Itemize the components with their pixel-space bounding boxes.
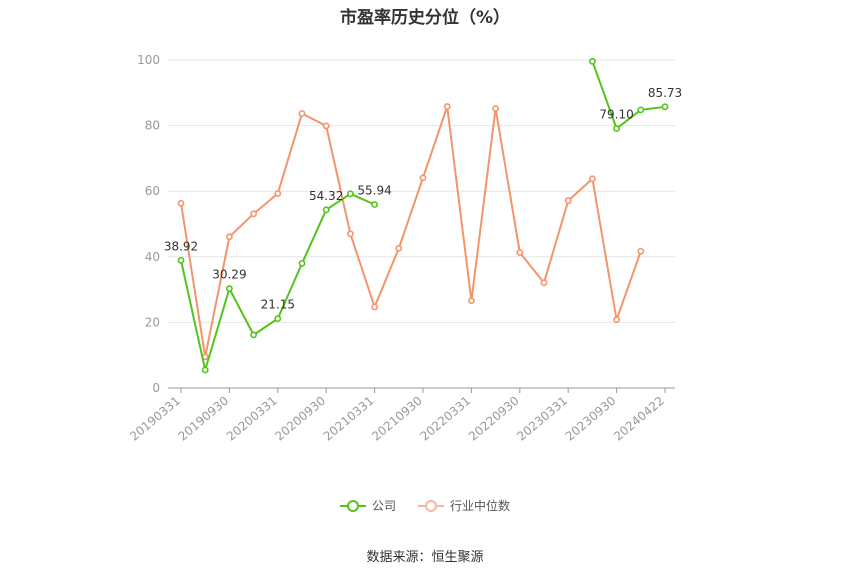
data-source: 数据来源：恒生聚源 [366, 550, 484, 565]
data-point [589, 175, 596, 183]
data-point [177, 256, 185, 264]
data-point [637, 247, 645, 255]
y-axis: 0 20 40 60 80 100 [137, 53, 160, 395]
x-tick-label: 20200930 [272, 394, 328, 444]
x-tick-label: 20230930 [563, 394, 619, 444]
data-point [492, 105, 499, 112]
series-line [591, 60, 666, 130]
data-point [201, 366, 209, 374]
x-tick-label: 20220930 [466, 394, 522, 444]
x-axis: 2019033120190930202003312020093020210331… [127, 387, 675, 444]
data-point [661, 103, 669, 111]
data-point [225, 285, 233, 293]
x-tick-label: 20230331 [514, 394, 570, 444]
chart-title: 市盈率历史分位（%） [339, 8, 511, 28]
y-tick-label: 80 [145, 119, 160, 133]
series-line [180, 192, 376, 371]
x-tick-label: 20190930 [176, 394, 232, 444]
data-point [274, 190, 282, 197]
data-point [371, 201, 378, 208]
data-label: 38.92 [164, 239, 198, 253]
legend-label-company: 公司 [371, 499, 396, 513]
data-label: 79.10 [599, 108, 633, 122]
data-point [589, 57, 596, 65]
series-layer [177, 57, 669, 374]
data-label: 54.32 [309, 189, 343, 203]
x-tick-label: 20190331 [127, 394, 183, 444]
x-tick-label: 20220331 [418, 394, 474, 444]
series-industry-median [177, 103, 645, 361]
data-point [467, 297, 475, 305]
data-point [225, 233, 233, 241]
y-tick-label: 0 [152, 381, 160, 395]
data-point [516, 249, 524, 256]
data-labels: 38.92 30.29 21.15 54.32 55.94 79.10 85.73 [164, 86, 682, 312]
data-label: 21.15 [261, 298, 295, 312]
data-point [371, 303, 378, 311]
grid-lines [168, 59, 675, 323]
data-label: 55.94 [357, 184, 391, 198]
data-point [346, 230, 354, 238]
x-tick-label: 20210930 [369, 394, 425, 444]
y-tick-label: 20 [145, 315, 160, 329]
x-tick-label: 20240422 [611, 394, 667, 444]
data-label: 30.29 [212, 268, 246, 282]
data-point [346, 190, 354, 198]
data-point [274, 315, 282, 323]
data-point [250, 210, 257, 218]
series-company [177, 57, 669, 374]
data-point [298, 110, 306, 117]
data-point [637, 106, 645, 114]
legend-item-industry-median[interactable]: 行业中位数 [418, 497, 510, 514]
data-point [177, 199, 185, 207]
data-point [322, 206, 330, 214]
data-point [298, 259, 306, 267]
data-point [540, 279, 548, 287]
y-tick-label: 100 [137, 53, 160, 67]
data-point [443, 103, 451, 110]
series-line [180, 105, 642, 358]
legend: 公司 行业中位数 [0, 497, 850, 514]
legend-item-company[interactable]: 公司 [339, 497, 396, 514]
data-point [322, 122, 330, 130]
data-label: 85.73 [648, 86, 682, 100]
data-point [395, 244, 403, 252]
data-point [613, 125, 620, 132]
data-point [564, 197, 572, 205]
y-tick-label: 60 [145, 184, 160, 198]
legend-label-industry-median: 行业中位数 [450, 499, 511, 513]
x-tick-label: 20210331 [321, 394, 377, 444]
y-tick-label: 40 [145, 250, 160, 264]
legend-marker-industry-median [418, 499, 444, 513]
data-point [419, 174, 427, 182]
x-tick-label: 20200331 [224, 394, 280, 444]
data-point [613, 316, 620, 324]
legend-marker-company [339, 499, 366, 513]
data-point [250, 331, 257, 339]
